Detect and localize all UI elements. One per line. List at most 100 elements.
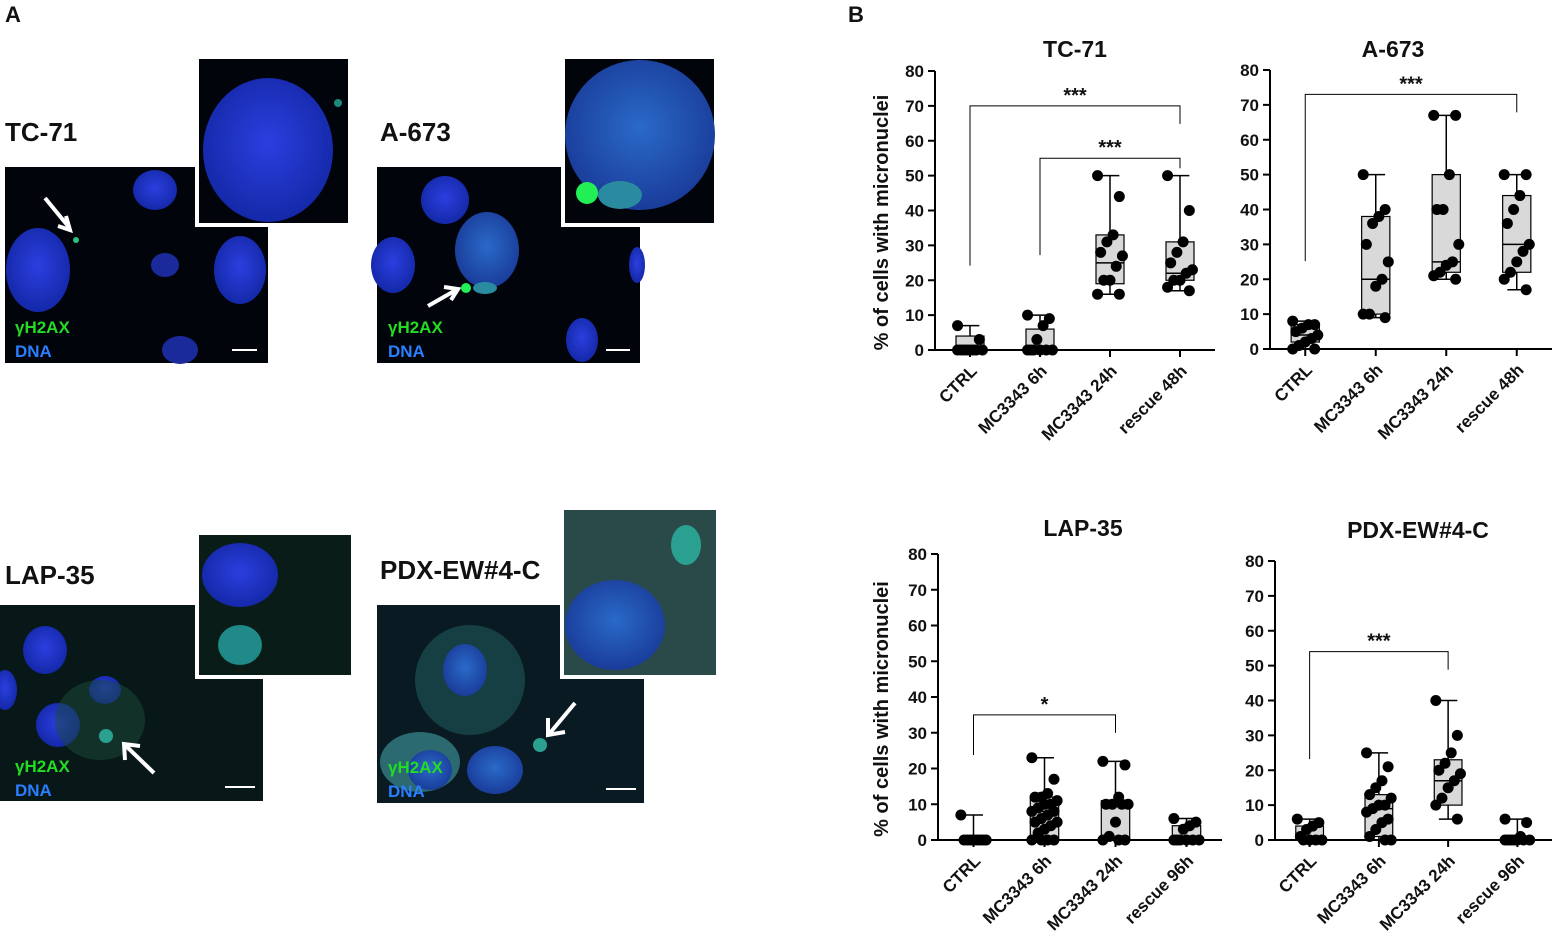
y-tick-label: 30 [905, 236, 924, 255]
micrograph [5, 55, 352, 364]
panel-letter: B [848, 2, 864, 27]
data-point [1511, 256, 1523, 268]
stain-label: γH2AX [388, 318, 443, 337]
data-point [1309, 343, 1321, 355]
data-point [1520, 169, 1532, 181]
data-point [1162, 170, 1174, 182]
significance-label: *** [1098, 137, 1122, 159]
data-point [1443, 169, 1455, 181]
data-point [973, 334, 985, 346]
chart-title: PDX-EW#4-C [1347, 517, 1489, 543]
y-tick-label: 70 [905, 97, 924, 116]
data-point [1287, 343, 1299, 355]
data-point [1029, 816, 1041, 828]
x-tick-label: rescue 48h [1451, 360, 1527, 436]
x-tick-label: MC3343 24h [1043, 851, 1126, 934]
data-point [1171, 246, 1183, 258]
significance-label: *** [1063, 85, 1087, 107]
data-point [1370, 280, 1382, 292]
y-tick-label: 40 [1245, 692, 1264, 711]
y-tick-label: 80 [905, 62, 924, 81]
image-label: TC-71 [5, 117, 77, 147]
data-point [1183, 205, 1195, 216]
data-point [1357, 169, 1369, 181]
y-tick-label: 80 [908, 545, 927, 564]
data-point [1364, 831, 1376, 843]
micrograph [371, 55, 718, 363]
data-point [1031, 334, 1043, 346]
data-point [1097, 834, 1109, 846]
data-point [1287, 315, 1299, 327]
data-point [1498, 273, 1510, 285]
significance-label: * [1041, 694, 1049, 716]
data-point [1177, 236, 1189, 248]
data-point [1100, 798, 1112, 810]
y-tick-label: 40 [908, 688, 927, 707]
x-tick-label: MC3343 6h [1310, 360, 1386, 436]
image-label: LAP-35 [5, 560, 95, 590]
data-point [961, 834, 973, 846]
x-tick-label: CTRL [1271, 360, 1316, 405]
y-tick-label: 60 [1240, 131, 1259, 150]
data-point [1101, 236, 1113, 248]
data-point [1517, 245, 1529, 257]
data-point [955, 809, 967, 821]
y-tick-label: 0 [1250, 340, 1259, 359]
data-point [1450, 109, 1462, 121]
data-point [1092, 288, 1104, 300]
significance-bracket [1309, 651, 1449, 760]
y-tick-label: 70 [908, 581, 927, 600]
data-point [1382, 256, 1394, 268]
box [1431, 174, 1461, 273]
data-point [1026, 752, 1038, 764]
data-point [1290, 326, 1302, 338]
data-point [1445, 747, 1457, 759]
data-point [1499, 813, 1511, 825]
data-point [1430, 695, 1442, 706]
significance-label: *** [1399, 73, 1423, 95]
data-point [1520, 284, 1532, 296]
panel-letter: A [5, 2, 21, 27]
data-point [1382, 761, 1394, 773]
data-point [1367, 217, 1379, 229]
data-point [1360, 238, 1372, 250]
y-tick-label: 20 [905, 271, 924, 290]
x-tick-label: rescue 96h [1452, 851, 1528, 927]
stain-label: DNA [388, 342, 425, 361]
data-point [1165, 257, 1177, 269]
data-point [1498, 169, 1510, 181]
x-tick-label: MC3343 24h [1374, 360, 1457, 443]
data-point [952, 320, 964, 332]
y-tick-label: 30 [908, 724, 927, 743]
data-point [1453, 238, 1465, 250]
y-tick-label: 50 [1245, 657, 1264, 676]
y-tick-label: 60 [905, 132, 924, 151]
data-point [1113, 834, 1125, 846]
data-point [1430, 799, 1442, 811]
y-tick-label: 10 [1245, 796, 1264, 815]
significance-bracket [1039, 157, 1181, 256]
data-point [1291, 813, 1303, 825]
data-point [1116, 798, 1128, 810]
x-tick-label: CTRL [939, 851, 984, 896]
x-tick-label: MC3343 6h [979, 851, 1055, 927]
y-tick-label: 50 [908, 652, 927, 671]
y-tick-label: 50 [905, 167, 924, 186]
data-point [1379, 834, 1391, 846]
y-tick-label: 30 [1240, 235, 1259, 254]
data-point [1095, 246, 1107, 258]
data-point [1029, 791, 1041, 803]
data-point [1110, 816, 1121, 828]
data-point [1428, 109, 1440, 121]
x-tick-label: MC3343 6h [1313, 851, 1389, 927]
stain-label: DNA [15, 342, 52, 361]
data-point [1451, 729, 1463, 741]
y-tick-label: 0 [918, 831, 927, 850]
data-point [1297, 834, 1309, 846]
data-point [1357, 308, 1369, 320]
data-point [1428, 270, 1440, 282]
data-point [1433, 764, 1445, 776]
data-point [1361, 806, 1373, 818]
data-point [1521, 817, 1533, 829]
y-tick-label: 80 [1245, 552, 1264, 571]
